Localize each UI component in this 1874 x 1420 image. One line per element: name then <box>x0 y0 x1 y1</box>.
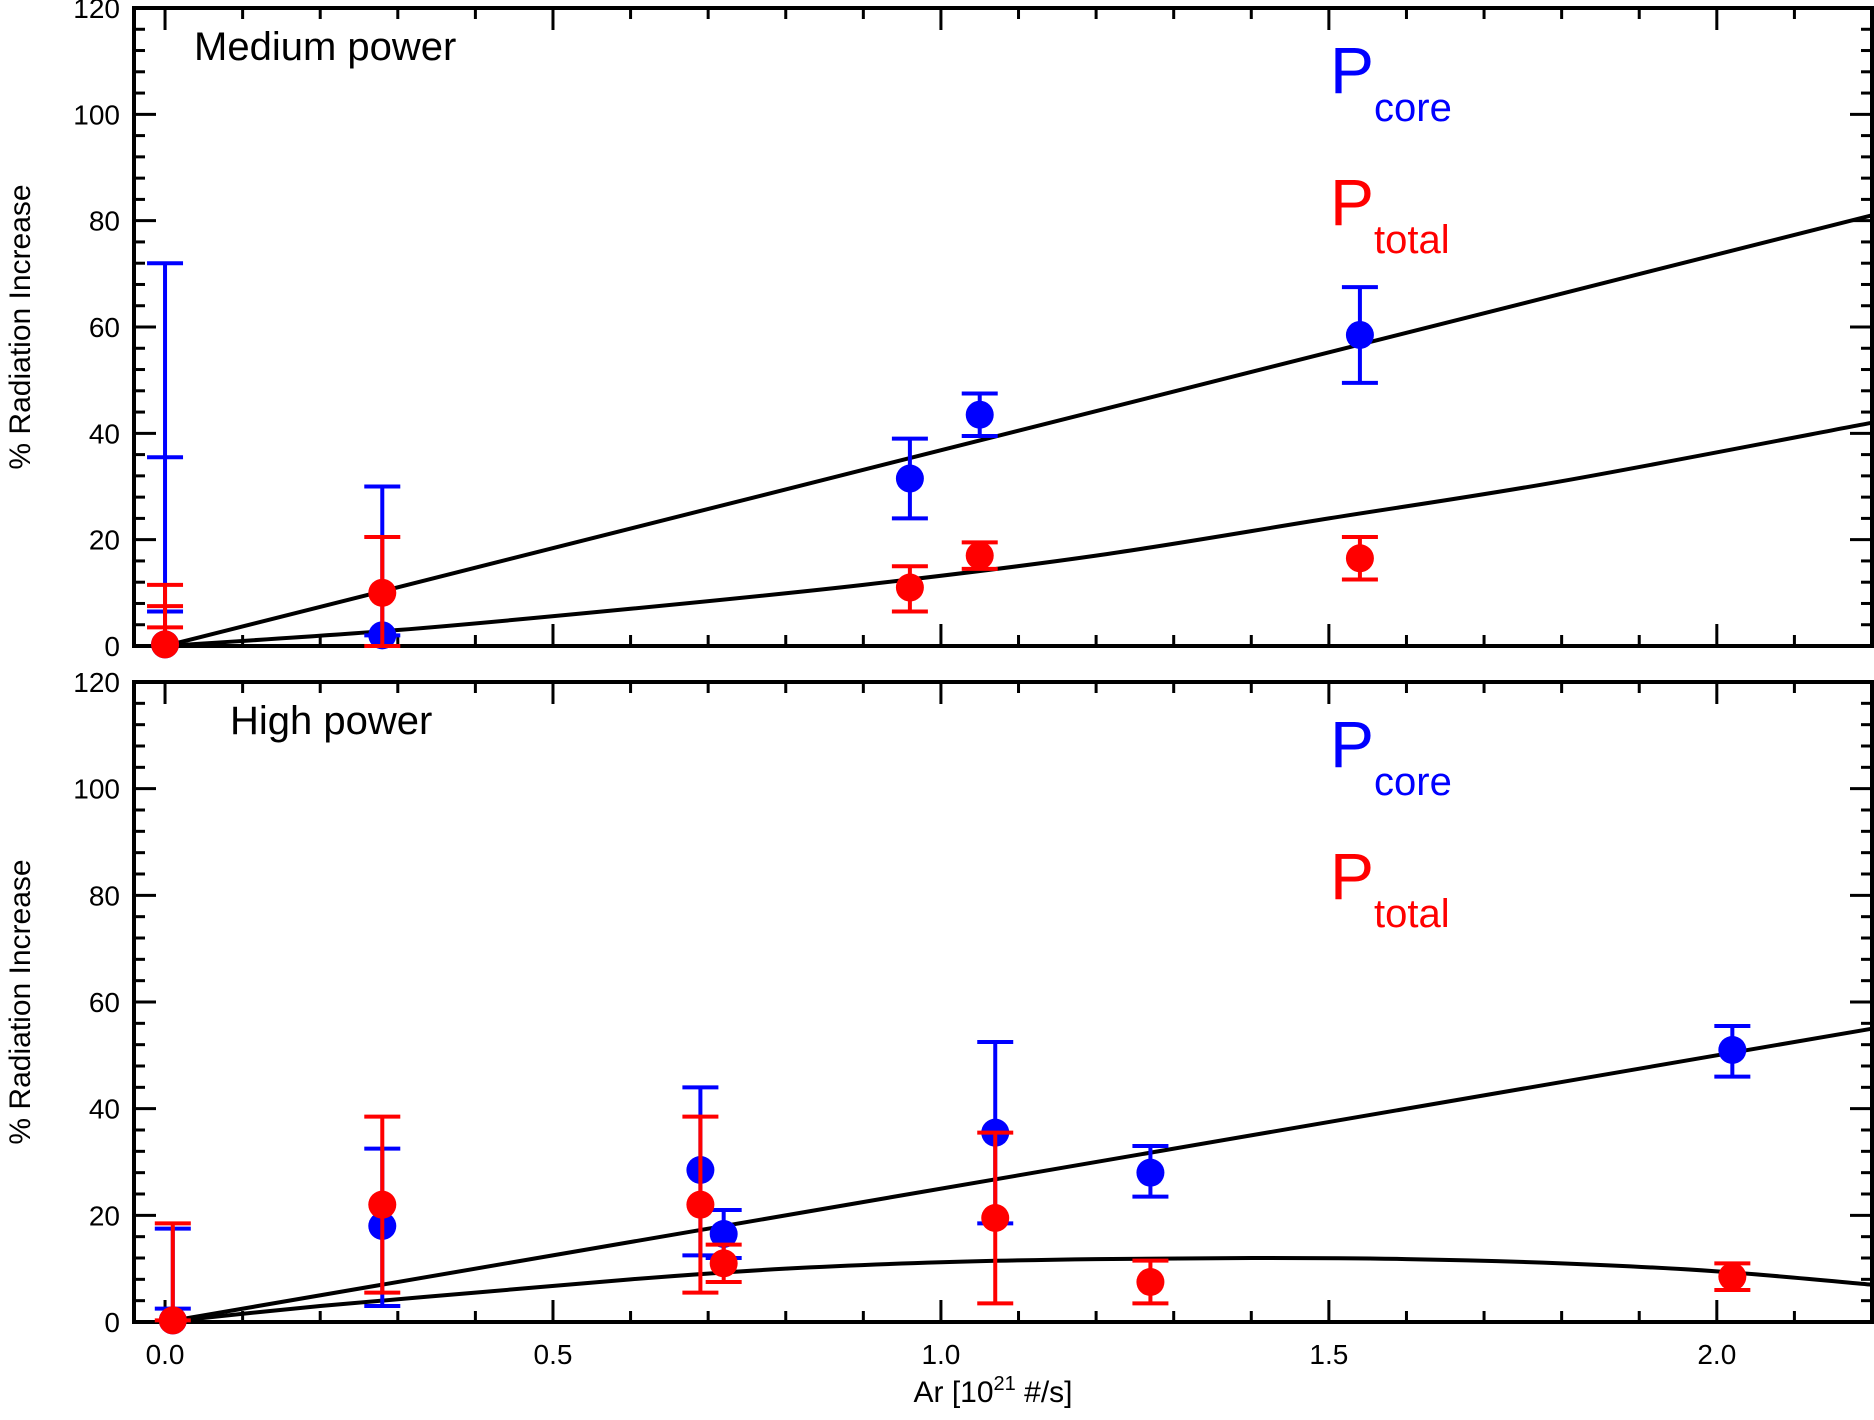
data-point <box>965 400 994 429</box>
legend-entry: Ptotal <box>1330 165 1450 262</box>
x-tick-label: 1.0 <box>921 1339 960 1370</box>
legend-entry: Pcore <box>1330 33 1452 130</box>
y-axis-label: % Radiation Increase <box>4 859 37 1144</box>
legend-entry: Pcore <box>1330 707 1452 804</box>
data-point <box>965 541 994 570</box>
fit-line <box>164 1255 1873 1324</box>
data-point <box>981 1204 1010 1232</box>
x-tick-label: 0.0 <box>146 1339 185 1370</box>
data-point <box>368 1190 397 1219</box>
data-point <box>709 1220 738 1248</box>
y-tick-label: 20 <box>89 525 120 556</box>
data-point <box>895 464 924 493</box>
x-tick-label: 0.5 <box>534 1339 573 1370</box>
y-tick-label: 100 <box>73 99 120 130</box>
panel-title: Medium power <box>194 25 456 69</box>
panel-title: High power <box>230 699 432 743</box>
y-tick-label: 80 <box>89 206 120 237</box>
data-point <box>158 1306 187 1335</box>
data-point <box>709 1249 738 1278</box>
y-tick-label: 60 <box>89 312 120 343</box>
y-tick-label: 40 <box>89 418 120 449</box>
y-tick-label: 100 <box>73 774 120 805</box>
fit-line <box>164 420 1873 648</box>
data-point <box>1718 1262 1747 1291</box>
data-point <box>895 573 924 602</box>
plot-frame <box>132 6 1874 648</box>
data-point <box>151 630 180 659</box>
legend-entry: Ptotal <box>1330 839 1450 936</box>
y-tick-label: 40 <box>89 1094 120 1125</box>
data-point <box>686 1190 715 1219</box>
x-tick-label: 1.5 <box>1309 1339 1348 1370</box>
data-point <box>1345 544 1374 573</box>
chart-panel-2: 0 20 40 60 80 100 120 0.0 0.5 1.0 1.5 2.0 Ar [1021 #… <box>4 667 1874 1409</box>
data-point <box>1136 1158 1165 1187</box>
y-tick-label: 120 <box>73 667 120 698</box>
x-axis-label: Ar [1021 #/s] <box>914 1373 1073 1409</box>
y-tick-label: 120 <box>73 0 120 24</box>
y-axis-label: % Radiation Increase <box>4 184 37 469</box>
fit-line <box>164 1026 1873 1324</box>
x-tick-label: 2.0 <box>1697 1339 1736 1370</box>
y-tick-label: 80 <box>89 880 120 911</box>
fit-line <box>164 213 1873 648</box>
y-tick-label: 20 <box>89 1200 120 1231</box>
data-point <box>368 578 397 607</box>
y-tick-label: 60 <box>89 987 120 1018</box>
data-point <box>1718 1036 1747 1064</box>
data-point <box>1136 1268 1165 1296</box>
chart-panel-1: 0 20 40 60 80 100 120 % Radiation Increase Mediu… <box>4 0 1874 662</box>
y-tick-label: 0 <box>104 631 120 662</box>
y-tick-label: 0 <box>104 1307 120 1338</box>
data-point <box>1345 320 1374 349</box>
